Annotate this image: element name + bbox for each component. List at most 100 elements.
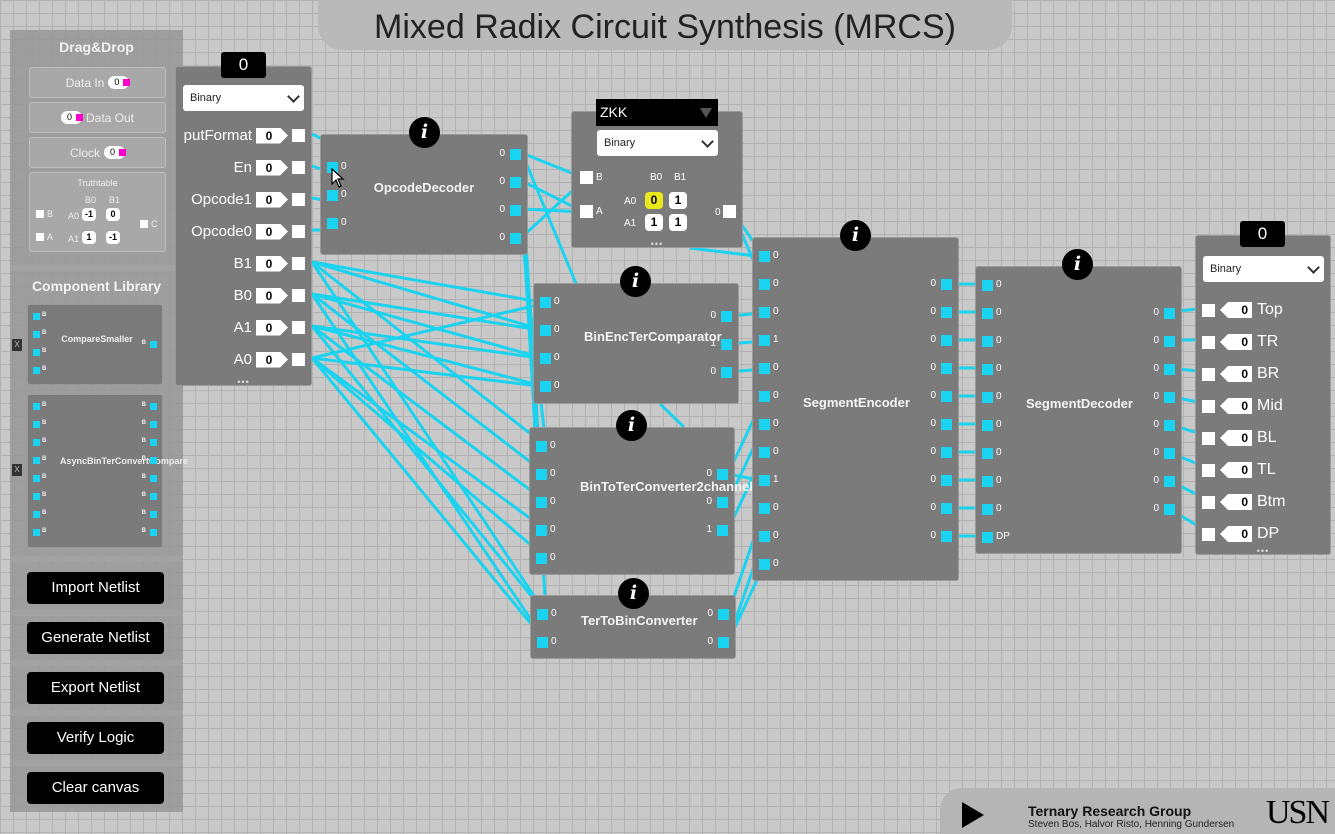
input-pin[interactable] — [1202, 527, 1215, 541]
input-pin[interactable] — [759, 475, 770, 486]
input-pin[interactable] — [1202, 335, 1215, 349]
bin-enc-ter-comparator[interactable]: BinEncTerComparator 0 0 0 0 0 1 0 — [533, 283, 739, 404]
input-pin[interactable] — [536, 469, 547, 480]
input-row[interactable]: En 0 — [234, 159, 305, 176]
output-pin[interactable] — [941, 335, 952, 346]
input-value-toggle[interactable]: 0 — [256, 223, 288, 240]
output-pin[interactable] — [941, 419, 952, 430]
output-pin[interactable] — [721, 311, 732, 322]
output-pin[interactable] — [510, 177, 521, 188]
input-block[interactable]: Binary putFormat 0 En 0 Opcode1 0 Opcode0 0 B1 0 B… — [175, 66, 312, 387]
output-pin[interactable] — [941, 279, 952, 290]
output-pin[interactable] — [292, 257, 305, 270]
input-value-toggle[interactable]: 0 — [256, 351, 288, 368]
zkk-pin-a[interactable] — [580, 205, 593, 218]
output-pin[interactable] — [1164, 420, 1175, 431]
zkk-cell[interactable]: 1 — [669, 214, 687, 231]
input-format-select[interactable]: Binary — [183, 85, 304, 111]
zkk-cell[interactable]: 0 — [645, 192, 663, 209]
output-pin[interactable] — [721, 367, 732, 378]
output-pin[interactable] — [1164, 504, 1175, 515]
input-pin[interactable] — [536, 497, 547, 508]
info-icon[interactable]: i — [620, 266, 651, 297]
output-pin[interactable] — [718, 609, 729, 620]
output-pin[interactable] — [1164, 476, 1175, 487]
input-pin[interactable] — [1202, 495, 1215, 509]
resize-handle[interactable]: ••• — [237, 377, 250, 387]
input-pin[interactable] — [759, 251, 770, 262]
bin-to-ter-converter-2channel[interactable]: BinToTerConverter2channel 0 0 0 0 0 0 0 1 — [529, 427, 753, 575]
input-pin[interactable] — [537, 637, 548, 648]
play-icon[interactable] — [962, 802, 984, 828]
input-pin[interactable] — [982, 392, 993, 403]
input-row[interactable]: Opcode0 0 — [191, 223, 305, 240]
input-pin[interactable] — [759, 335, 770, 346]
output-pin[interactable] — [721, 339, 732, 350]
input-value-toggle[interactable]: 0 — [256, 255, 288, 272]
delete-icon[interactable]: X — [12, 464, 22, 476]
input-pin[interactable] — [759, 559, 770, 570]
input-row[interactable]: A0 0 — [234, 351, 305, 368]
input-pin[interactable] — [540, 353, 551, 364]
input-pin[interactable] — [1202, 463, 1215, 477]
output-pin[interactable] — [941, 475, 952, 486]
input-pin[interactable] — [327, 190, 338, 201]
output-pin[interactable] — [1164, 336, 1175, 347]
output-pin[interactable] — [1164, 392, 1175, 403]
output-block[interactable]: Binary 0 Top 0 TR 0 BR 0 Mid 0 BL 0 TL 0 Btm 0 DP ••• — [1195, 235, 1331, 556]
input-pin[interactable] — [759, 363, 770, 374]
input-pin[interactable] — [982, 420, 993, 431]
input-pin[interactable] — [759, 447, 770, 458]
output-pin[interactable] — [717, 497, 728, 508]
zkk-pin-out[interactable] — [723, 205, 736, 218]
input-value-toggle[interactable]: 0 — [256, 159, 288, 176]
output-pin[interactable] — [292, 321, 305, 334]
input-pin[interactable] — [759, 419, 770, 430]
input-pin[interactable] — [982, 336, 993, 347]
opcode-decoder[interactable]: OpcodeDecoder 0 0 0 0 0 0 0 — [320, 134, 528, 255]
input-pin[interactable] — [540, 297, 551, 308]
input-pin[interactable] — [982, 448, 993, 459]
output-pin[interactable] — [941, 307, 952, 318]
output-pin[interactable] — [1164, 308, 1175, 319]
output-pin[interactable] — [941, 531, 952, 542]
output-pin[interactable] — [941, 447, 952, 458]
segment-encoder[interactable]: SegmentEncoder 0 0 0 1 0 0 0 0 1 0 0 0 0 0 0 0 0 0 0 0 0 0 — [752, 237, 959, 581]
input-row[interactable]: B1 0 — [234, 255, 305, 272]
input-pin[interactable] — [1202, 399, 1215, 413]
info-icon[interactable]: i — [1062, 249, 1093, 280]
input-pin[interactable] — [982, 476, 993, 487]
output-pin[interactable] — [292, 353, 305, 366]
data-out-draggable[interactable]: 0 Data Out — [29, 102, 166, 133]
input-row[interactable]: Opcode1 0 — [191, 191, 305, 208]
library-async-bin-ter-convert-compare[interactable]: AsyncBinTerConvertCompare B B B B B B B B B B B B B B… — [27, 394, 188, 548]
input-value-toggle[interactable]: 0 — [256, 287, 288, 304]
input-pin[interactable] — [759, 531, 770, 542]
input-row[interactable]: A1 0 — [234, 319, 305, 336]
output-pin[interactable] — [510, 233, 521, 244]
input-pin[interactable] — [540, 325, 551, 336]
truthtable-draggable[interactable]: Truthtable B A B0 B1 A0 A1 -1 0 1 -1 C — [29, 172, 166, 252]
data-in-draggable[interactable]: Data In 0 — [29, 67, 166, 98]
output-pin[interactable] — [941, 363, 952, 374]
input-pin[interactable] — [982, 308, 993, 319]
zkk-format-select[interactable]: Binary — [597, 130, 718, 156]
delete-icon[interactable]: X — [12, 339, 22, 351]
import-netlist-button[interactable]: Import Netlist — [27, 572, 164, 604]
clear-canvas-button[interactable]: Clear canvas — [27, 772, 164, 804]
zkk-cell[interactable]: 1 — [669, 192, 687, 209]
segment-decoder[interactable]: SegmentDecoder 0 0 0 0 0 0 0 0 0 DP 0 0 0 0 0 0 0 0 — [975, 266, 1182, 554]
zkk-cell[interactable]: 1 — [645, 214, 663, 231]
input-pin[interactable] — [982, 280, 993, 291]
input-pin[interactable] — [982, 504, 993, 515]
output-pin[interactable] — [717, 469, 728, 480]
info-icon[interactable]: i — [409, 117, 440, 148]
input-pin[interactable] — [759, 391, 770, 402]
output-pin[interactable] — [292, 129, 305, 142]
input-pin[interactable] — [536, 525, 547, 536]
info-icon[interactable]: i — [618, 578, 649, 609]
output-pin[interactable] — [292, 289, 305, 302]
resize-handle[interactable]: ••• — [1256, 546, 1270, 556]
input-pin[interactable] — [759, 279, 770, 290]
output-pin[interactable] — [292, 193, 305, 206]
